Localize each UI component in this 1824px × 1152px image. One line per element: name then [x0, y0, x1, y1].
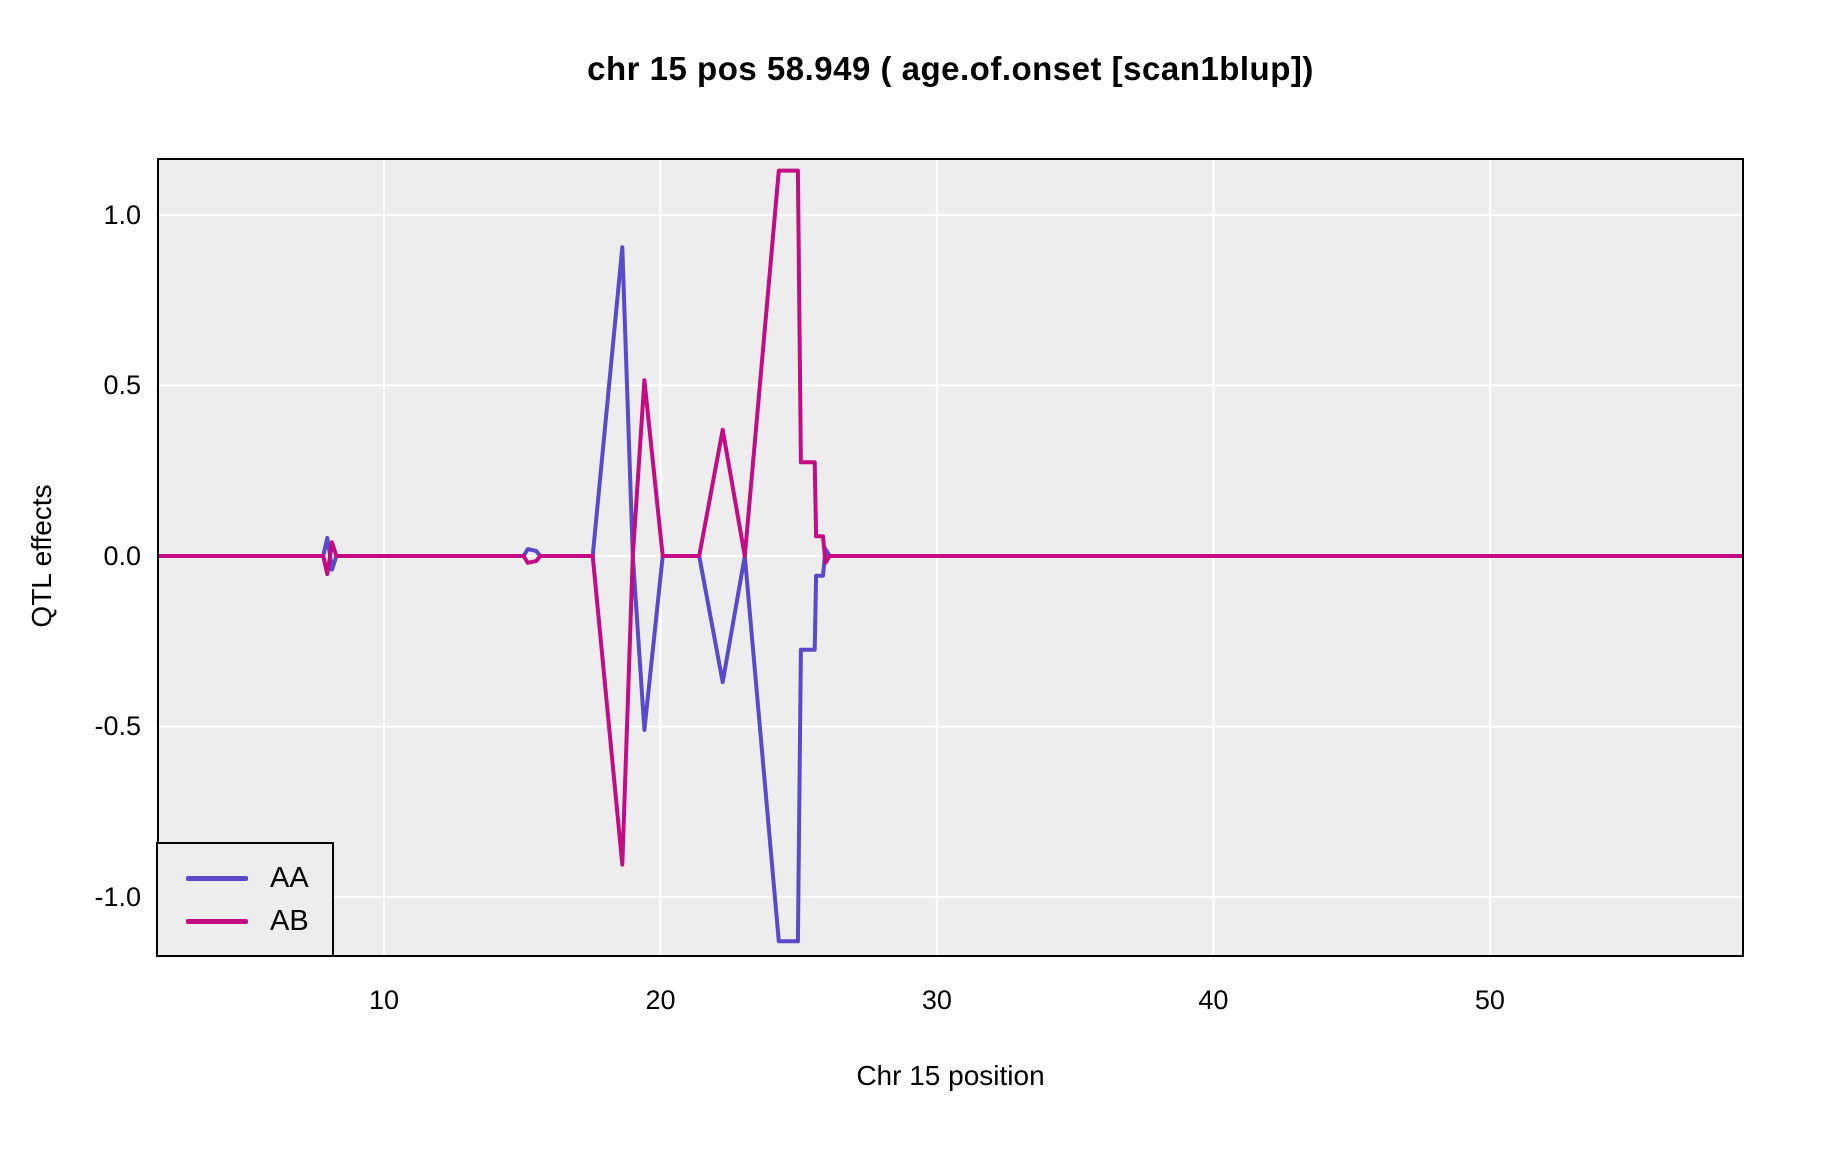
y-tick--0.5: -0.5 — [94, 711, 141, 742]
legend: AA AB — [156, 842, 334, 957]
y-tick-0.0: 0.0 — [103, 540, 141, 571]
x-tick-30: 30 — [921, 985, 952, 1015]
x-axis-label: Chr 15 position — [856, 1060, 1045, 1091]
legend-entry-ab: AB — [186, 905, 332, 938]
x-tick-40: 40 — [1198, 985, 1229, 1015]
x-tick-50: 50 — [1474, 985, 1505, 1015]
x-tick-20: 20 — [645, 985, 676, 1015]
y-tick--1.0: -1.0 — [94, 881, 141, 912]
plot-panel — [157, 158, 1744, 957]
chart-canvas — [157, 158, 1744, 957]
y-tick-0.5: 0.5 — [103, 370, 141, 401]
legend-label-ab: AB — [270, 904, 309, 937]
y-tick-1.0: 1.0 — [103, 199, 141, 230]
legend-line-ab — [186, 918, 248, 924]
chart-title: chr 15 pos 58.949 ( age.of.onset [scan1b… — [587, 50, 1314, 87]
legend-line-aa — [186, 875, 248, 881]
x-tick-10: 10 — [368, 985, 399, 1015]
series-line-ab — [157, 168, 1744, 867]
series-line-aa — [157, 245, 1744, 944]
legend-entry-aa: AA — [186, 862, 332, 895]
legend-label-aa: AA — [270, 861, 309, 894]
